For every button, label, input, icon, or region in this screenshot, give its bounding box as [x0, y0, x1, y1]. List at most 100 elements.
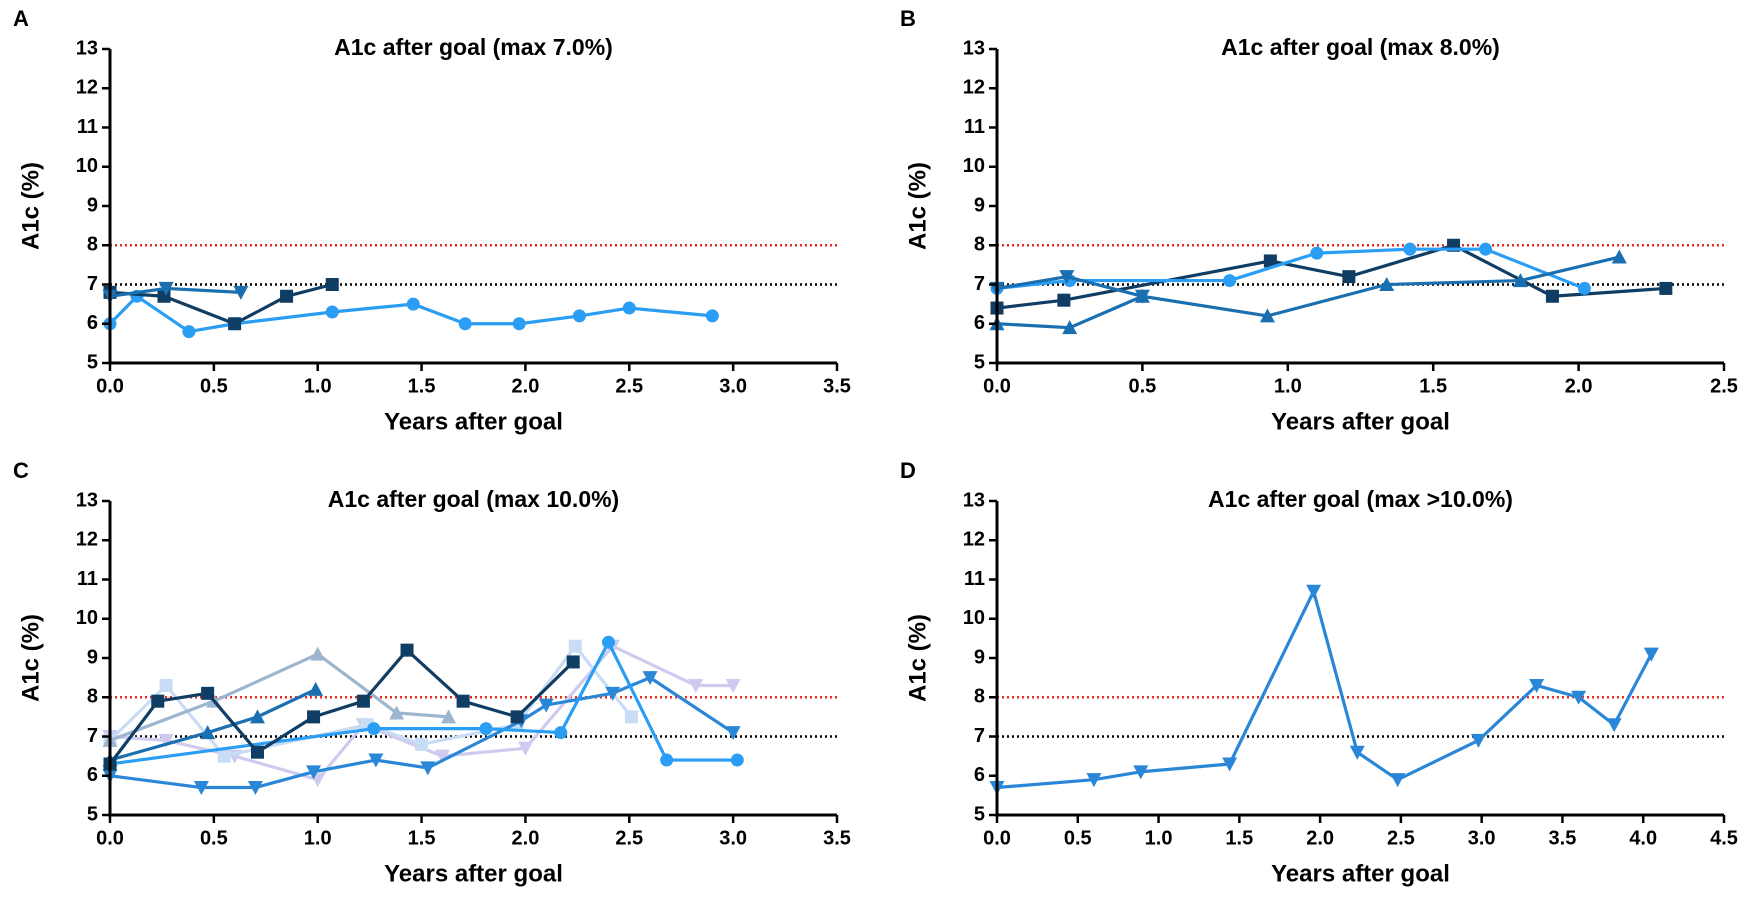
marker [389, 705, 405, 720]
chart-title: A1c after goal (max 7.0%) [334, 34, 613, 60]
marker [572, 309, 586, 323]
marker [182, 325, 196, 339]
y-tick-label: 11 [964, 116, 985, 138]
marker [705, 309, 719, 323]
series-line [109, 286, 241, 298]
marker [1059, 270, 1075, 285]
x-axis-label: Years after goal [1271, 860, 1450, 887]
x-axis-label: Years after goal [384, 408, 563, 435]
marker [512, 317, 526, 331]
y-tick-label: 10 [963, 155, 985, 177]
marker [308, 681, 324, 696]
marker [159, 678, 173, 692]
x-tick-label: 0.0 [96, 375, 124, 397]
x-tick-label: 4.0 [1629, 827, 1657, 849]
marker [1349, 745, 1365, 760]
marker [725, 726, 741, 741]
marker [624, 710, 638, 724]
marker [158, 281, 174, 296]
marker [660, 753, 674, 767]
marker [456, 694, 470, 708]
marker [602, 635, 616, 649]
marker [434, 749, 450, 764]
x-tick-label: 1.5 [408, 375, 436, 397]
marker [725, 678, 741, 693]
series-line [996, 589, 1653, 790]
y-tick-label: 6 [87, 764, 98, 786]
marker [1512, 273, 1528, 288]
x-tick-label: 0.5 [200, 375, 228, 397]
x-tick-label: 3.5 [823, 375, 851, 397]
marker [310, 646, 326, 661]
marker [249, 709, 265, 724]
series-line [108, 648, 575, 765]
x-tick-label: 2.5 [1387, 827, 1415, 849]
y-tick-label: 11 [77, 568, 98, 590]
series-line [109, 644, 734, 782]
marker [400, 643, 414, 657]
marker [1470, 733, 1486, 748]
x-tick-label: 0.0 [96, 827, 124, 849]
marker [458, 317, 472, 331]
y-tick-label: 13 [76, 37, 98, 59]
marker [420, 761, 436, 776]
marker [1606, 718, 1622, 733]
x-tick-label: 0.5 [1064, 827, 1092, 849]
marker [1133, 765, 1149, 780]
marker [367, 722, 381, 736]
panel-label: B [900, 6, 916, 31]
marker [217, 749, 231, 763]
marker [233, 285, 249, 300]
marker [1306, 584, 1322, 599]
y-tick-label: 7 [974, 725, 985, 747]
x-tick-label: 2.0 [512, 375, 540, 397]
marker [566, 655, 580, 669]
panel-label: A [13, 6, 29, 31]
marker [1529, 678, 1545, 693]
marker [193, 781, 209, 796]
y-tick-label: 10 [76, 607, 98, 629]
x-tick-label: 2.5 [615, 827, 643, 849]
y-tick-label: 6 [974, 764, 985, 786]
y-tick-label: 7 [87, 273, 98, 295]
y-tick-label: 5 [974, 351, 985, 373]
marker [441, 709, 457, 724]
marker [306, 765, 322, 780]
y-tick-label: 13 [963, 489, 985, 511]
x-axis-label: Years after goal [384, 860, 563, 887]
marker [1259, 308, 1275, 323]
marker [228, 317, 242, 331]
y-tick-label: 12 [76, 529, 98, 551]
marker [151, 694, 165, 708]
x-tick-label: 0.0 [983, 375, 1011, 397]
y-tick-label: 13 [963, 37, 985, 59]
marker [415, 737, 429, 751]
x-tick-label: 3.0 [1468, 827, 1496, 849]
y-tick-label: 11 [964, 568, 985, 590]
marker [1086, 773, 1102, 788]
marker [622, 301, 636, 315]
y-tick-label: 8 [87, 234, 98, 256]
marker [325, 305, 339, 319]
y-tick-label: 12 [76, 77, 98, 99]
x-tick-label: 2.0 [1565, 375, 1593, 397]
marker [642, 671, 658, 686]
marker [250, 745, 264, 759]
y-tick-label: 8 [87, 686, 98, 708]
marker [1390, 773, 1406, 788]
marker [1223, 274, 1237, 288]
marker [1263, 254, 1277, 268]
y-axis-label: A1c (%) [904, 614, 931, 702]
y-tick-label: 8 [974, 234, 985, 256]
marker [1545, 289, 1559, 303]
y-tick-label: 12 [963, 77, 985, 99]
marker [517, 741, 533, 756]
chart-title: A1c after goal (max >10.0%) [1208, 486, 1513, 512]
x-tick-label: 1.0 [304, 375, 332, 397]
x-tick-label: 1.0 [1274, 375, 1302, 397]
x-tick-label: 3.0 [719, 375, 747, 397]
x-tick-label: 3.0 [719, 827, 747, 849]
y-axis-label: A1c (%) [17, 162, 44, 250]
y-tick-label: 7 [974, 273, 985, 295]
marker [1057, 293, 1071, 307]
